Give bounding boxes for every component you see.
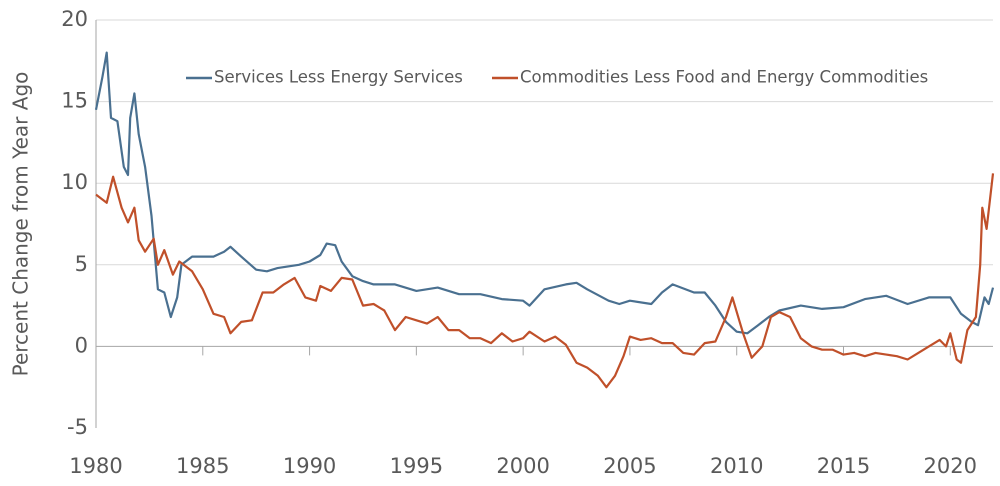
legend-label: Services Less Energy Services xyxy=(214,68,463,87)
series-line xyxy=(95,173,995,389)
y-tick-label: 15 xyxy=(61,89,88,113)
x-tick-label: 1980 xyxy=(69,454,122,478)
x-tick-label: 2010 xyxy=(710,454,763,478)
x-tick-label: 2020 xyxy=(924,454,977,478)
x-tick-label: 1990 xyxy=(283,454,336,478)
y-axis-label: Percent Change from Year Ago xyxy=(9,72,33,377)
y-tick-label: 5 xyxy=(75,252,88,276)
legend-label: Commodities Less Food and Energy Commodi… xyxy=(520,68,928,87)
x-tick-label: 1995 xyxy=(390,454,443,478)
x-tick-label: 2015 xyxy=(817,454,870,478)
x-tick-label: 2005 xyxy=(603,454,656,478)
y-tick-label: -5 xyxy=(67,415,88,439)
x-tick-label: 1985 xyxy=(176,454,229,478)
y-tick-label: 10 xyxy=(61,170,88,194)
y-tick-label: 0 xyxy=(75,333,88,357)
series-line xyxy=(94,51,995,335)
x-tick-label: 2000 xyxy=(496,454,549,478)
y-tick-label: 20 xyxy=(61,7,88,31)
